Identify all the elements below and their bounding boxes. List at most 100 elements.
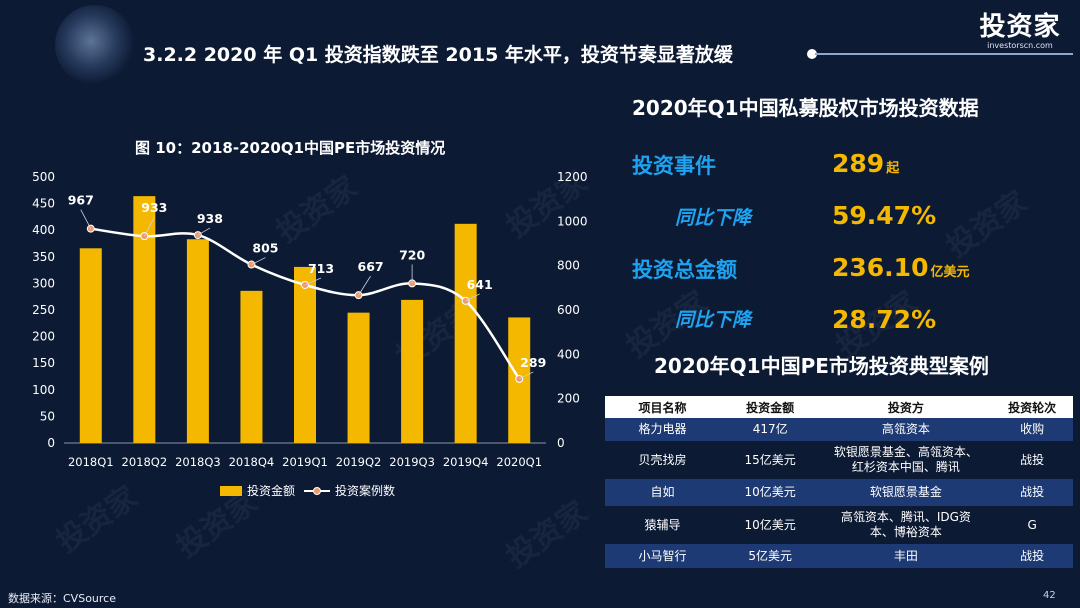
y-left-tick-label: 400	[32, 223, 55, 237]
x-tick-label: 2019Q3	[389, 455, 435, 469]
y-right-tick-label: 1200	[557, 170, 588, 184]
amount-label: 投资总金额	[632, 258, 737, 282]
legend-label: 投资案例数	[335, 483, 395, 498]
cell-amount: 5亿美元	[719, 544, 821, 568]
cell-investors: 软银愿景基金	[820, 479, 992, 506]
cell-investors: 高瓴资本	[820, 418, 992, 441]
bar	[133, 196, 156, 443]
x-tick-label: 2018Q4	[229, 455, 275, 469]
amount-decline-label: 同比下降	[675, 309, 752, 331]
data-label: 641	[467, 277, 493, 292]
logo-url: investorscn.com	[987, 41, 1053, 50]
y-left-tick-label: 50	[40, 409, 55, 423]
cell-round: G	[991, 506, 1073, 544]
chart-title: 图 10：2018-2020Q1中国PE市场投资情况	[135, 139, 446, 157]
data-label: 933	[141, 200, 167, 215]
cell-name: 自如	[605, 479, 720, 506]
y-left-tick-label: 150	[32, 356, 55, 370]
cell-investors-line: 红杉资本中国、腾讯	[851, 460, 960, 474]
cell-name: 格力电器	[605, 418, 720, 441]
y-left-tick-label: 300	[32, 276, 55, 290]
cell-investors-line: 软银愿景基金、高瓴资本、	[833, 445, 978, 459]
x-tick-label: 2020Q1	[496, 455, 542, 469]
data-label: 713	[308, 261, 334, 276]
x-tick-label: 2019Q1	[282, 455, 328, 469]
cell-amount: 417亿	[719, 418, 821, 441]
cell-amount: 10亿美元	[719, 506, 821, 544]
y-right-tick-label: 0	[557, 436, 565, 450]
bar	[454, 223, 477, 443]
cell-investors-line: 高瓴资本、腾讯、IDG资	[840, 510, 971, 524]
x-tick-label: 2018Q3	[175, 455, 221, 469]
bar	[240, 290, 263, 443]
data-label-leader	[251, 257, 266, 265]
globe-graphic	[55, 5, 135, 85]
y-left-tick-label: 100	[32, 383, 55, 397]
data-label-leader	[143, 216, 155, 237]
cell-round: 战投	[991, 544, 1073, 568]
amount-value: 236.10 亿美元	[832, 253, 970, 282]
cell-name: 猿辅导	[605, 506, 720, 544]
events-decline-value: 59.47%	[832, 201, 937, 230]
amount-decline-value: 28.72%	[832, 305, 937, 334]
table-row: 猿辅导 10亿美元 高瓴资本、腾讯、IDG资 本、博裕资本 G	[605, 506, 1073, 544]
header-investors: 投资方	[820, 396, 992, 418]
y-right-tick-label: 200	[557, 392, 580, 406]
legend-swatch-bar	[220, 486, 242, 496]
cases-table: 项目名称 投资金额 投资方 投资轮次 格力电器 417亿 高瓴资本 收购 贝壳找…	[605, 396, 1073, 568]
data-label: 938	[197, 211, 223, 226]
cell-investors-line: 软银愿景基金	[869, 485, 942, 499]
page-number: 42	[1043, 590, 1056, 601]
data-label: 967	[68, 193, 94, 208]
pe-investment-chart: 0 50 100 150 200 250 300 350 400 450 500 0 200 400 600…	[32, 170, 588, 498]
amount-unit: 亿美元	[930, 265, 970, 280]
cell-name: 贝壳找房	[605, 441, 720, 479]
x-tick-label: 2019Q2	[336, 455, 382, 469]
y-right-tick-label: 1000	[557, 214, 588, 228]
cell-round: 战投	[991, 479, 1073, 506]
cell-name: 小马智行	[605, 544, 720, 568]
table-row: 自如 10亿美元 软银愿景基金 战投	[605, 479, 1073, 506]
table-row: 贝壳找房 15亿美元 软银愿景基金、高瓴资本、 红杉资本中国、腾讯 战投	[605, 441, 1073, 479]
title-divider	[815, 53, 1073, 55]
header-round: 投资轮次	[991, 396, 1073, 418]
cell-investors-line: 本、博裕资本	[869, 525, 942, 539]
y-left-tick-label: 350	[32, 250, 55, 264]
events-value: 289 起	[832, 149, 899, 178]
cell-investors-line: 高瓴资本	[881, 422, 930, 436]
data-label: 289	[520, 355, 546, 370]
data-label-leader	[304, 277, 322, 286]
cases-title: 2020年Q1中国PE市场投资典型案例	[654, 354, 989, 378]
data-source: 数据来源：CVSource	[8, 592, 116, 605]
data-label-leader	[358, 275, 371, 296]
table-row: 格力电器 417亿 高瓴资本 收购	[605, 418, 1073, 441]
stats-title: 2020年Q1中国私募股权市场投资数据	[632, 96, 979, 120]
title-line-dot	[807, 49, 817, 59]
x-tick-label: 2018Q2	[122, 455, 168, 469]
y-right-tick-label: 800	[557, 259, 580, 273]
y-left-tick-label: 250	[32, 303, 55, 317]
cell-round: 收购	[991, 418, 1073, 441]
y-left-tick-label: 450	[32, 197, 55, 211]
x-tick-label: 2019Q4	[443, 455, 489, 469]
y-right-tick-label: 600	[557, 303, 580, 317]
cell-round: 战投	[991, 441, 1073, 479]
bar	[294, 266, 316, 443]
data-label: 720	[399, 247, 425, 262]
table-header-row: 项目名称 投资金额 投资方 投资轮次	[605, 396, 1073, 418]
y-left-tick-label: 500	[32, 170, 55, 184]
cell-investors-line: 丰田	[893, 548, 918, 563]
events-number: 289	[832, 149, 885, 178]
header-amount: 投资金额	[719, 396, 821, 418]
bar	[186, 239, 209, 443]
brand-logo: 投资家 investorscn.com	[964, 6, 1076, 50]
data-label: 805	[252, 241, 278, 256]
cell-amount: 15亿美元	[719, 441, 821, 479]
bar	[401, 299, 424, 443]
table-row: 小马智行 5亿美元 丰田 战投	[605, 544, 1073, 568]
data-label-leader	[465, 293, 480, 302]
data-label-leader	[519, 371, 534, 380]
bar	[347, 312, 370, 443]
data-label-leader	[197, 227, 211, 236]
bar	[79, 248, 102, 443]
